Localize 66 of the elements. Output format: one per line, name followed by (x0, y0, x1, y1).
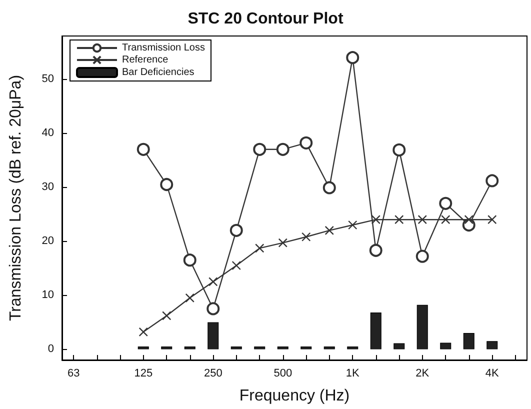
point (416, 250, 429, 263)
legend-label: Transmission Loss (122, 42, 205, 54)
point (183, 254, 196, 267)
point (371, 215, 380, 224)
bar (138, 346, 149, 350)
point (464, 215, 474, 224)
point (278, 238, 288, 248)
bar (440, 342, 452, 350)
point (255, 244, 264, 253)
point (136, 142, 150, 156)
x-tick-label: 63 (68, 368, 80, 380)
point (253, 142, 266, 156)
bar (416, 304, 428, 350)
bar (394, 343, 405, 350)
point (348, 220, 358, 230)
y-tick-label: 0 (48, 343, 54, 356)
point (369, 244, 382, 257)
point (276, 142, 290, 156)
y-tick-label: 40 (42, 127, 54, 140)
point (418, 215, 427, 224)
point (185, 293, 194, 302)
x-tick-label: 125 (134, 368, 153, 380)
x-tick-label: 500 (274, 368, 292, 380)
point (160, 178, 174, 191)
bar (184, 346, 196, 350)
x-tick-label: 250 (204, 368, 222, 380)
point (439, 196, 452, 210)
y-tick-label: 10 (42, 289, 54, 302)
point (488, 215, 497, 224)
point (394, 215, 404, 224)
x-tick-label: 2K (416, 368, 430, 380)
point (324, 226, 334, 235)
bar (230, 346, 242, 350)
bar (486, 341, 498, 350)
bar (370, 312, 382, 350)
point (392, 143, 406, 156)
x-tick-label: 4K (485, 368, 500, 380)
legend-label: Reference (122, 54, 169, 66)
chart-title: STC 20 Contour Plot (188, 10, 344, 28)
y-axis-title: Transmission Loss (dB ref. 20μPa) (8, 74, 24, 322)
bar (254, 346, 266, 350)
bar (277, 346, 288, 350)
y-tick-label: 20 (42, 235, 54, 248)
point (138, 327, 148, 337)
bar (347, 346, 358, 350)
bar (300, 346, 312, 350)
y-tick-label: 50 (42, 73, 54, 86)
bar (463, 333, 474, 350)
point (302, 232, 311, 242)
point (300, 136, 313, 150)
point (208, 277, 218, 286)
legend-label: Bar Deficiencies (122, 67, 194, 78)
x-axis-title: Frequency (Hz) (239, 388, 350, 404)
bar (324, 346, 335, 350)
y-tick-label: 30 (42, 181, 54, 194)
point (230, 224, 243, 237)
x-tick-label: 1K (346, 368, 360, 380)
point (162, 311, 172, 320)
point (232, 260, 241, 270)
bar (161, 346, 172, 350)
point (346, 51, 360, 64)
point (322, 181, 336, 194)
point (486, 174, 499, 188)
bar (208, 322, 219, 350)
point (206, 302, 220, 316)
point (441, 215, 450, 224)
